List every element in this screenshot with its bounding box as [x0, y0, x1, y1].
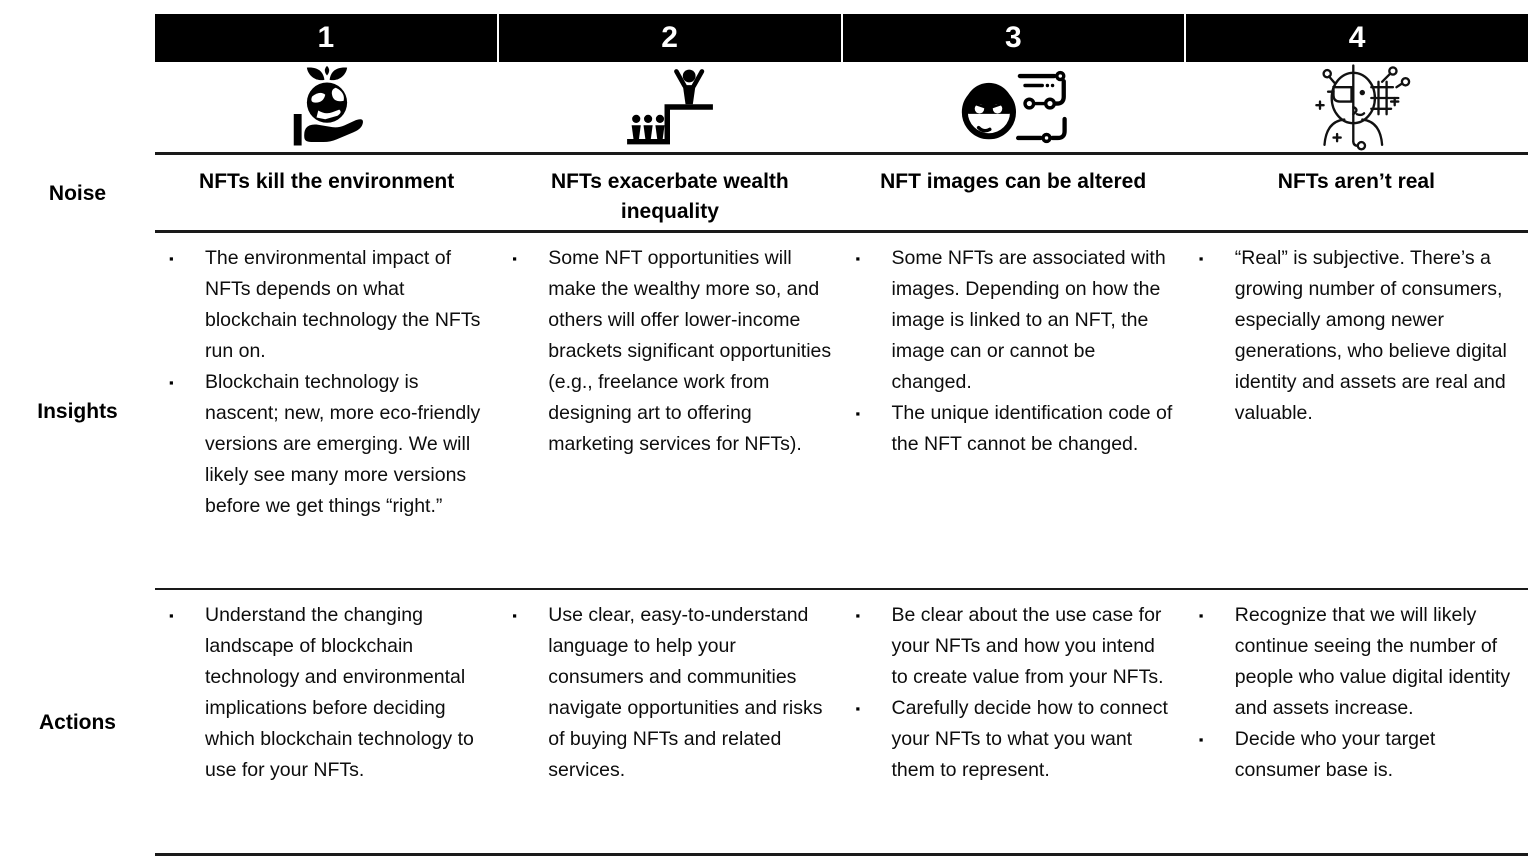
- bullet-icon: ▪: [1198, 251, 1204, 266]
- icon-band: [0, 62, 1536, 155]
- action-item: ▪ Be clear about the use case for your N…: [852, 600, 1179, 693]
- bullet-icon: ▪: [169, 251, 174, 266]
- row-label-actions: Actions: [38, 711, 116, 734]
- noise-heading: NFTs exacerbate wealth inequality: [551, 170, 789, 224]
- insights-row: Insights ▪ The environmental impact of N…: [0, 233, 1536, 590]
- bullet-icon: ▪: [169, 608, 174, 623]
- row-label-noise: Noise: [48, 182, 107, 205]
- action-text: Be clear about the use case for your NFT…: [891, 604, 1164, 688]
- action-text: Understand the changing landscape of blo…: [205, 604, 474, 781]
- action-item: ▪ Recognize that we will likely continue…: [1195, 600, 1522, 724]
- actions-row: Actions ▪ Understand the changing landsc…: [0, 590, 1536, 856]
- column-2-header: 2: [498, 14, 841, 62]
- insight-item: ▪ “Real” is subjective. There’s a growin…: [1195, 243, 1522, 429]
- bullet-icon: ▪: [1198, 608, 1204, 623]
- bullet-icon: ▪: [855, 251, 861, 266]
- insight-item: ▪ The environmental impact of NFTs depen…: [165, 243, 492, 367]
- earth-in-hand-icon: [279, 65, 375, 149]
- insight-text: Some NFT opportunities will make the wea…: [548, 247, 832, 455]
- noise-row: Noise NFTs kill the environment NFTs exa…: [0, 155, 1536, 233]
- gutter-spacer: [0, 14, 155, 62]
- insight-item: ▪ Blockchain technology is nascent; new,…: [165, 367, 492, 522]
- noise-heading: NFTs aren’t real: [1277, 170, 1435, 193]
- bullet-icon: ▪: [512, 251, 517, 266]
- thief-image-swap-icon: [950, 64, 1076, 150]
- action-item: ▪ Use clear, easy-to-understand language…: [508, 600, 835, 786]
- gutter-spacer: [0, 62, 155, 155]
- action-text: Recognize that we will likely continue s…: [1234, 604, 1511, 719]
- action-text: Use clear, easy-to-understand language t…: [548, 604, 823, 781]
- action-item: ▪ Understand the changing landscape of b…: [165, 600, 492, 786]
- bullet-icon: ▪: [169, 375, 174, 390]
- digital-identity-face-icon: [1296, 62, 1416, 152]
- column-number: 4: [1348, 21, 1366, 54]
- column-number: 3: [1005, 21, 1022, 54]
- action-item: ▪ Decide who your target consumer base i…: [1195, 724, 1522, 786]
- column-3-header: 3: [842, 14, 1185, 62]
- column-number: 1: [317, 21, 335, 54]
- insight-text: The unique identification code of the NF…: [891, 402, 1173, 455]
- insight-text: Some NFTs are associated with images. De…: [891, 247, 1166, 393]
- bullet-icon: ▪: [855, 406, 861, 421]
- column-1-header: 1: [155, 14, 497, 62]
- insight-item: ▪ The unique identification code of the …: [852, 398, 1179, 460]
- action-item: ▪ Carefully decide how to connect your N…: [852, 693, 1179, 786]
- noise-heading: NFTs kill the environment: [199, 170, 455, 193]
- column-number-band: 1 2 3 4: [0, 14, 1536, 62]
- noise-heading: NFT images can be altered: [880, 170, 1147, 193]
- bullet-icon: ▪: [855, 701, 861, 716]
- insight-text: “Real” is subjective. There’s a growing …: [1234, 247, 1507, 424]
- insight-item: ▪ Some NFT opportunities will make the w…: [508, 243, 835, 460]
- insight-text: The environmental impact of NFTs depends…: [205, 247, 481, 362]
- action-text: Carefully decide how to connect your NFT…: [891, 697, 1168, 781]
- wealth-inequality-stairs-icon: [618, 65, 722, 149]
- column-number: 2: [661, 21, 678, 54]
- row-label-insights: Insights: [37, 399, 118, 423]
- action-text: Decide who your target consumer base is.: [1234, 728, 1436, 781]
- column-4-header: 4: [1186, 14, 1528, 62]
- insight-item: ▪ Some NFTs are associated with images. …: [852, 243, 1179, 398]
- bullet-icon: ▪: [1198, 732, 1204, 747]
- bullet-icon: ▪: [512, 608, 517, 623]
- bullet-icon: ▪: [855, 608, 861, 623]
- insight-text: Blockchain technology is nascent; new, m…: [205, 371, 481, 517]
